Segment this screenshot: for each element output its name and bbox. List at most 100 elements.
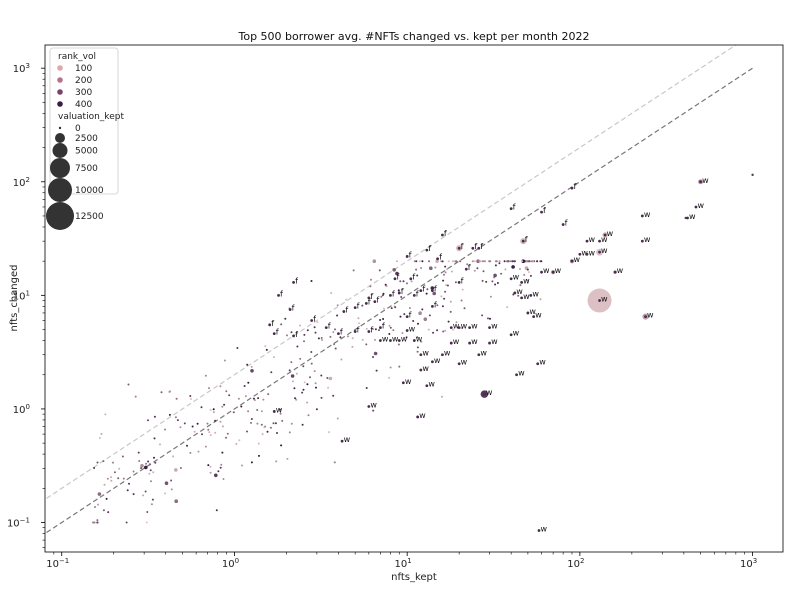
scatter-point <box>399 280 402 283</box>
scatter-point <box>374 328 377 331</box>
scatter-point <box>113 471 116 474</box>
scatter-point <box>527 260 530 263</box>
scatter-point <box>429 266 433 271</box>
point-label: w <box>480 349 487 358</box>
scatter-point <box>293 387 296 390</box>
labeled-point-marker <box>449 341 453 345</box>
labeled-point-marker <box>419 353 423 357</box>
legend-size-swatch <box>55 133 65 143</box>
scatter-point <box>153 415 156 418</box>
scatter-point <box>235 443 238 445</box>
background-points <box>92 259 543 524</box>
scatter-point <box>232 411 235 414</box>
labeled-point-marker <box>419 368 423 372</box>
scatter-point <box>258 454 260 457</box>
labeled-point-marker <box>288 308 292 311</box>
scatter-point <box>421 308 424 311</box>
legend-hue-swatch <box>57 65 63 71</box>
y-tick-label: 10−1 <box>7 517 30 530</box>
labeled-point-marker <box>686 216 689 220</box>
scatter-point <box>461 288 464 291</box>
scatter-point <box>246 430 248 433</box>
labeled-point-marker <box>431 360 434 364</box>
labeled-point-marker <box>509 207 513 211</box>
scatter-point <box>481 279 484 282</box>
scatter-point <box>263 426 266 429</box>
scatter-point <box>334 347 337 350</box>
scatter-point <box>280 323 283 326</box>
scatter-point <box>179 426 182 429</box>
scatter-point <box>140 467 143 470</box>
scatter-point <box>273 356 275 359</box>
scatter-point <box>279 408 282 411</box>
point-label: w <box>401 335 408 344</box>
scatter-point <box>374 338 376 341</box>
point-label: w <box>419 411 426 420</box>
scatter-point <box>310 351 313 353</box>
scatter-point <box>498 262 501 265</box>
scatter-point <box>250 365 253 368</box>
scatter-point <box>281 419 284 422</box>
scatter-point <box>200 406 203 409</box>
scatter-point <box>256 409 259 411</box>
scatter-point <box>260 410 263 413</box>
point-label: w <box>535 311 542 320</box>
scatter-point <box>179 467 182 469</box>
scatter-point <box>290 361 293 364</box>
scatter-point <box>332 331 335 334</box>
scatter-point <box>121 455 124 458</box>
point-label: w <box>471 337 478 346</box>
scatter-point <box>257 442 260 445</box>
scatter-point <box>272 422 275 425</box>
scatter-point <box>127 383 130 386</box>
labeled-point-marker <box>694 205 698 209</box>
scatter-point <box>189 395 192 397</box>
labeled-point-marker <box>449 326 453 330</box>
scatter-point <box>476 267 479 270</box>
scatter-point <box>128 482 130 485</box>
scatter-point <box>420 267 423 269</box>
scatter-point <box>506 306 509 309</box>
scatter-point <box>484 260 486 263</box>
labeled-point-marker <box>405 255 409 258</box>
labeled-point-marker <box>436 257 439 261</box>
point-label: w <box>370 401 377 410</box>
scatter-point <box>170 488 173 491</box>
scatter-point <box>207 464 210 467</box>
scatter-point <box>392 268 397 272</box>
x-axis: 10−1 100 101 102 103 <box>46 552 757 570</box>
point-label: w <box>516 287 523 296</box>
labeled-point-marker <box>578 252 582 256</box>
scatter-point <box>214 473 218 478</box>
labeled-point-marker <box>613 270 617 274</box>
scatter-point <box>295 398 298 401</box>
scatter-point <box>427 328 430 331</box>
scatter-point <box>511 260 514 263</box>
scatter-point <box>463 307 466 310</box>
scatter-point <box>428 260 430 263</box>
scatter-point <box>388 324 391 327</box>
scatter-point <box>164 428 166 431</box>
scatter-point <box>395 271 399 276</box>
scatter-point <box>118 467 121 470</box>
scatter-point <box>219 466 222 469</box>
point-label: w <box>513 329 520 338</box>
scatter-point <box>303 381 306 384</box>
scatter-point <box>314 382 317 385</box>
scatter-point <box>479 260 482 263</box>
labeled-point-marker <box>431 289 434 293</box>
x-axis-label: nfts_kept <box>391 572 437 583</box>
scatter-point <box>189 451 192 454</box>
y-tick-label: 102 <box>13 176 30 189</box>
scatter-point <box>466 263 469 266</box>
legend-size-title: valuation_kept <box>58 112 124 122</box>
scatter-point <box>238 439 241 442</box>
labeled-point-marker <box>379 339 382 342</box>
point-label: f <box>474 242 477 251</box>
labeled-point-marker <box>425 248 429 252</box>
scatter-point <box>219 420 222 423</box>
scatter-point <box>160 391 163 394</box>
scatter-point <box>204 445 207 448</box>
scatter-point <box>301 391 304 394</box>
labeled-point-marker <box>521 239 525 243</box>
